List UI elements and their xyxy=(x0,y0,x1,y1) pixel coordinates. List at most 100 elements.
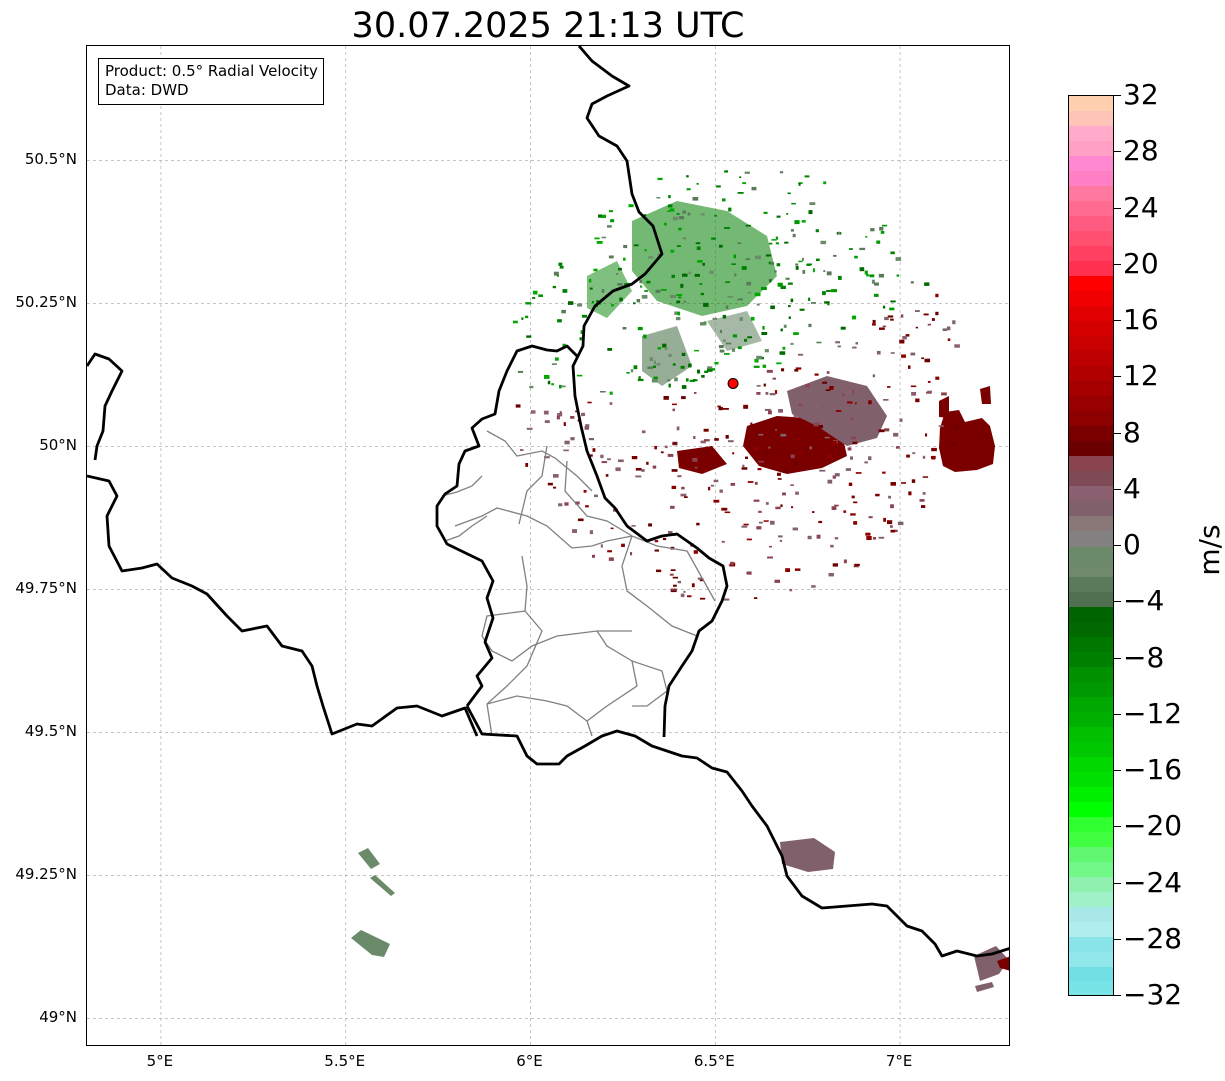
radar-pixel xyxy=(771,239,777,241)
radar-pixel xyxy=(747,336,752,339)
radar-pixel xyxy=(869,274,875,278)
radar-pixel xyxy=(640,285,643,288)
radar-pixel xyxy=(799,409,802,412)
radar-pixel xyxy=(902,336,907,340)
radar-pixel xyxy=(832,475,836,479)
colorbar-tick xyxy=(1114,376,1121,378)
radar-pixel xyxy=(786,213,789,215)
radar-pixel xyxy=(654,540,659,543)
radar-pixel xyxy=(621,543,625,547)
radar-pixel xyxy=(725,342,732,345)
radar-pixel xyxy=(630,369,634,373)
radar-pixel xyxy=(795,438,800,441)
radar-pixel xyxy=(601,236,607,239)
radar-pixel xyxy=(653,360,656,364)
radar-pixel xyxy=(774,579,781,583)
radar-pixel xyxy=(910,352,916,356)
radar-pixel xyxy=(544,375,550,379)
radar-pixel xyxy=(761,332,768,335)
radar-site-marker[interactable] xyxy=(727,377,739,389)
map-panel[interactable]: Product: 0.5° Radial Velocity Data: DWD xyxy=(86,45,1010,1046)
radar-pixel xyxy=(609,210,613,213)
radar-pixel xyxy=(730,483,736,486)
radar-pixel xyxy=(908,491,912,496)
radar-pixel xyxy=(833,254,837,257)
colorbar-band xyxy=(1069,396,1113,412)
radar-pixel xyxy=(753,446,760,451)
radar-pixel xyxy=(570,416,575,419)
radar-pixel xyxy=(718,345,724,349)
radar-pixel xyxy=(810,302,816,304)
radar-pixel xyxy=(798,353,804,356)
radar-pixel xyxy=(695,242,701,245)
radar-pixel xyxy=(824,436,830,439)
radar-pixel xyxy=(882,305,886,309)
radar-pixel xyxy=(581,314,588,318)
radar-pixel xyxy=(804,175,810,178)
colorbar-band xyxy=(1069,561,1113,578)
radar-pixel xyxy=(776,263,781,267)
radar-pixel xyxy=(935,311,939,316)
radar-pixel xyxy=(778,535,783,538)
colorbar-band xyxy=(1069,546,1113,563)
radar-pixel xyxy=(905,334,910,337)
radar-pixel xyxy=(753,365,760,368)
radar-pixel xyxy=(671,485,677,489)
radar-pixel xyxy=(819,469,826,472)
colorbar-band xyxy=(1069,591,1113,608)
radar-pixel xyxy=(797,452,803,455)
radar-pixel xyxy=(662,343,667,348)
colorbar-band xyxy=(1069,471,1113,488)
colorbar-tick xyxy=(1114,432,1121,434)
radar-pixel xyxy=(664,347,668,350)
radar-pixel xyxy=(681,486,685,490)
colorbar-tick xyxy=(1114,263,1121,265)
radar-pixel xyxy=(722,198,726,202)
radar-pixel xyxy=(742,464,745,467)
canton-border xyxy=(586,630,638,737)
radar-pixel xyxy=(890,352,895,354)
radar-pixel xyxy=(592,554,595,558)
colorbar-tick xyxy=(1114,320,1121,321)
radar-pixel xyxy=(676,294,683,296)
radar-pixel xyxy=(618,267,622,271)
radar-pixel xyxy=(737,242,742,244)
radar-echo xyxy=(707,311,762,351)
radar-pixel xyxy=(564,502,569,506)
radar-pixel xyxy=(882,325,887,328)
radar-pixel xyxy=(681,396,686,400)
radar-pixel xyxy=(782,469,788,473)
radar-pixel xyxy=(840,326,846,330)
radar-pixel xyxy=(525,315,529,319)
radar-pixel xyxy=(795,367,802,370)
radar-pixel xyxy=(680,365,685,369)
radar-pixel xyxy=(829,386,834,390)
colorbar-band xyxy=(1069,261,1113,277)
latitude-tick-label: 49.5°N xyxy=(24,722,77,741)
radar-pixel xyxy=(832,563,838,567)
radar-pixel xyxy=(847,401,853,404)
radar-pixel xyxy=(946,326,951,331)
latitude-tick-label: 50°N xyxy=(39,436,77,455)
radar-pixel xyxy=(657,177,663,181)
canton-border xyxy=(481,555,632,662)
radar-pixel xyxy=(790,342,794,345)
radar-pixel xyxy=(596,241,603,244)
radar-pixel xyxy=(776,362,782,365)
radar-pixel xyxy=(756,526,762,530)
radar-pixel xyxy=(686,378,689,382)
graticule xyxy=(87,46,1009,1045)
radar-pixel xyxy=(931,318,935,321)
radar-pixel xyxy=(551,363,557,365)
radar-pixel xyxy=(775,236,779,240)
radar-pixel xyxy=(835,410,842,412)
radar-pixel xyxy=(660,451,664,454)
colorbar-band xyxy=(1069,891,1113,908)
radar-pixel xyxy=(570,437,575,441)
radar-pixel xyxy=(772,377,776,380)
radar-pixel xyxy=(831,289,837,293)
radar-pixel xyxy=(724,170,728,173)
radar-pixel xyxy=(776,215,781,218)
radar-pixel xyxy=(876,350,881,355)
radar-pixel xyxy=(807,263,812,266)
